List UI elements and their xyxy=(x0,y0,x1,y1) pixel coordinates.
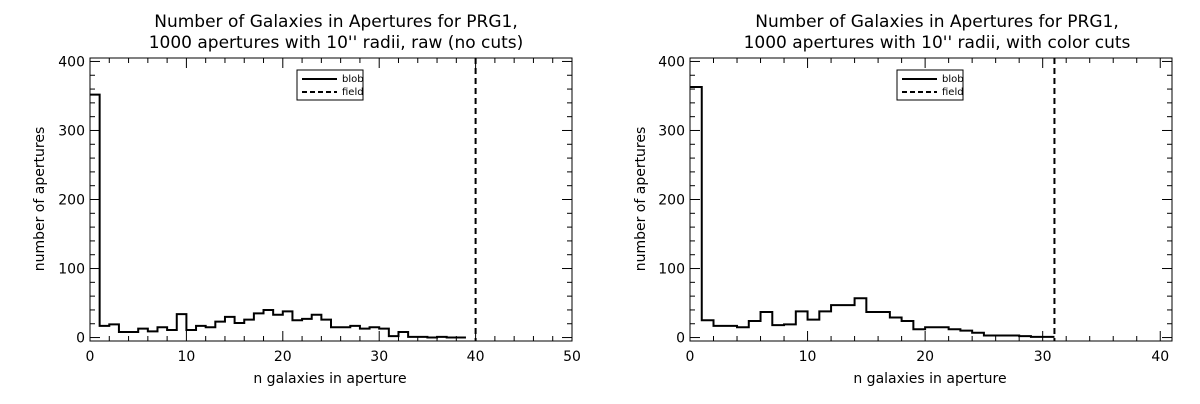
y-axis-label: number of apertures xyxy=(32,127,48,272)
x-tick-label: 30 xyxy=(370,349,388,365)
legend-label-blob: blob xyxy=(942,74,964,85)
legend-label-field: field xyxy=(942,87,964,98)
y-tick-label: 0 xyxy=(676,331,685,347)
x-tick-label: 0 xyxy=(86,349,95,365)
y-tick-label: 100 xyxy=(658,262,685,278)
chart-title-line-1: Number of Galaxies in Apertures for PRG1… xyxy=(755,12,1119,32)
x-tick-label: 30 xyxy=(1034,349,1052,365)
y-tick-label: 200 xyxy=(658,193,685,209)
histogram-panel-color-cuts: Number of Galaxies in Apertures for PRG1… xyxy=(633,12,1173,387)
x-axis-label: n galaxies in aperture xyxy=(853,371,1006,387)
x-tick-label: 0 xyxy=(686,349,695,365)
y-tick-label: 400 xyxy=(58,54,85,70)
chart-title-line-1: Number of Galaxies in Apertures for PRG1… xyxy=(154,12,518,32)
x-tick-label: 50 xyxy=(563,349,581,365)
legend-label-field: field xyxy=(342,87,364,98)
x-tick-label: 40 xyxy=(1151,349,1169,365)
legend-label-blob: blob xyxy=(342,74,364,85)
y-tick-label: 300 xyxy=(658,123,685,139)
y-axis-label: number of apertures xyxy=(633,127,649,272)
y-tick-label: 0 xyxy=(76,331,85,347)
x-tick-label: 10 xyxy=(799,349,817,365)
y-tick-label: 100 xyxy=(58,262,85,278)
y-tick-label: 200 xyxy=(58,193,85,209)
x-tick-label: 40 xyxy=(467,349,485,365)
x-axis-label: n galaxies in aperture xyxy=(253,371,406,387)
legend-box xyxy=(296,69,364,101)
chart-title-line-2: 1000 apertures with 10'' radii, with col… xyxy=(744,33,1131,53)
legend-box xyxy=(896,69,964,101)
histogram-panel-raw: Number of Galaxies in Apertures for PRG1… xyxy=(32,12,581,387)
y-tick-label: 400 xyxy=(658,54,685,70)
x-tick-label: 20 xyxy=(916,349,934,365)
histogram-series-blob xyxy=(90,93,466,339)
chart-title-line-2: 1000 apertures with 10'' radii, raw (no … xyxy=(149,33,524,53)
x-tick-label: 10 xyxy=(177,349,195,365)
y-tick-label: 300 xyxy=(58,123,85,139)
histogram-series-blob xyxy=(690,85,1055,338)
x-tick-label: 20 xyxy=(274,349,292,365)
